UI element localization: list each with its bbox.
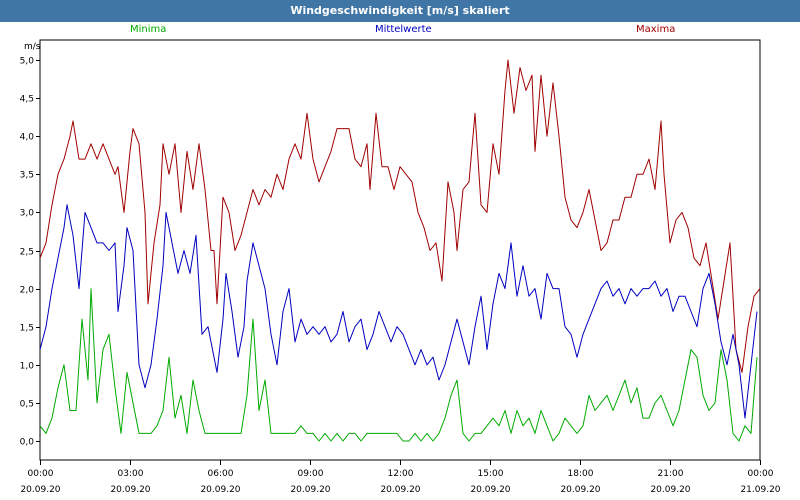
legend-mittelwerte: Mittelwerte [375, 24, 432, 35]
series-line-mittelwerte [39, 204, 758, 419]
x-tick-label-date: 20.09.20 [470, 485, 510, 495]
x-tick-label-time: 00:00 [748, 469, 774, 479]
y-axis-label: m/s [24, 42, 41, 52]
y-tick-label: 4,5 [20, 95, 34, 105]
x-tick-label-date: 20.09.20 [650, 485, 690, 495]
x-tick-label-time: 03:00 [118, 469, 144, 479]
y-tick-label: 4,0 [20, 133, 35, 143]
y-tick-label: 2,5 [20, 248, 34, 258]
x-tick-label-date: 20.09.20 [200, 485, 240, 495]
y-tick-label: 5,0 [20, 57, 35, 67]
y-tick-label: 1,5 [20, 324, 34, 334]
y-tick-label: 1,0 [20, 362, 35, 372]
series-lines [39, 59, 761, 442]
axes [36, 39, 761, 465]
y-tick-label: 2,0 [20, 286, 35, 296]
x-tick-label-time: 09:00 [298, 469, 324, 479]
x-tick-label-date: 20.09.20 [20, 485, 60, 495]
x-tick-label-time: 06:00 [208, 469, 234, 479]
axis-labels: 0,0 0,5 1,0 1,5 2,0 2,5 3,0 3,5 4,0 4,5 5,0 m/s 00:0… [20, 42, 781, 495]
series-line-maxima [39, 59, 761, 373]
x-tick-label-time: 15:00 [478, 469, 504, 479]
x-tick-label-time: 21:00 [658, 469, 684, 479]
x-tick-label-date: 20.09.20 [380, 485, 420, 495]
x-tick-label-date: 20.09.20 [560, 485, 600, 495]
x-tick-label-date: 21.09.20 [740, 485, 780, 495]
y-tick-label: 0,5 [20, 400, 34, 410]
x-tick-label-time: 00:00 [28, 469, 54, 479]
y-tick-label: 3,5 [20, 171, 34, 181]
x-tick-label-time: 18:00 [568, 469, 594, 479]
legend-maxima: Maxima [636, 24, 676, 35]
y-tick-label: 0,0 [20, 438, 35, 448]
x-tick-label-date: 20.09.20 [110, 485, 150, 495]
x-tick-label-time: 12:00 [388, 469, 414, 479]
y-tick-label: 3,0 [20, 209, 35, 219]
plot-frame [39, 39, 761, 461]
x-tick-label-date: 20.09.20 [290, 485, 330, 495]
window-title: Windgeschwindigkeit [m/s] skaliert [0, 0, 800, 22]
series-line-minima [39, 288, 758, 442]
legend-minima: Minima [130, 24, 167, 35]
